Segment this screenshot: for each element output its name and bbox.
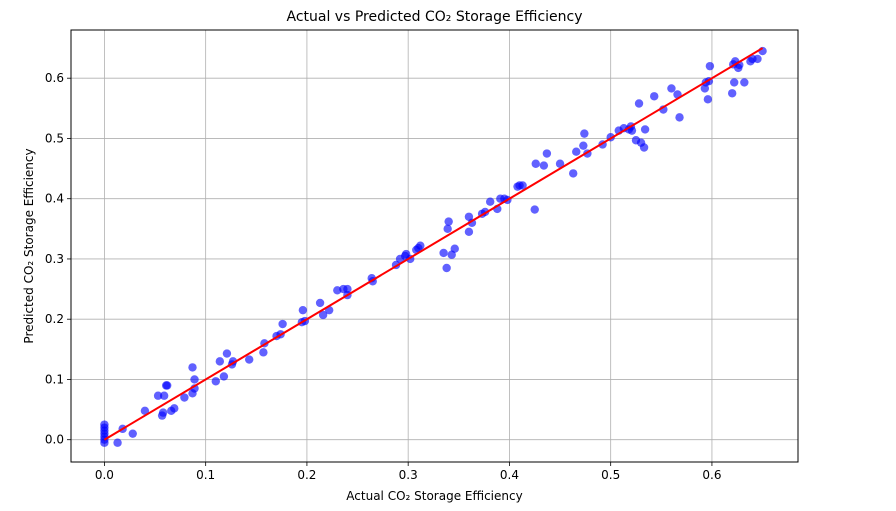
data-point	[298, 305, 308, 315]
data-point	[278, 319, 287, 329]
data-point	[439, 248, 448, 258]
data-point	[416, 241, 425, 250]
data-point	[162, 381, 172, 390]
data-point	[315, 298, 325, 308]
data-point	[518, 181, 527, 190]
y-tick-label: 0.5	[45, 131, 64, 145]
x-tick-label: 0.6	[702, 468, 721, 482]
data-point	[485, 197, 495, 206]
chart-title: Actual vs Predicted CO₂ Storage Efficien…	[286, 9, 582, 25]
data-point	[215, 357, 225, 366]
y-tick-label: 0.2	[45, 312, 64, 326]
data-point	[443, 224, 452, 234]
data-point	[259, 348, 268, 357]
y-tick-label: 0.3	[45, 252, 64, 266]
reference-line-path	[103, 47, 764, 441]
data-point	[579, 141, 588, 150]
data-point	[219, 372, 229, 381]
y-axis-label: Predicted CO₂ Storage Efficiency	[22, 148, 36, 343]
y-tick-label: 0.4	[45, 192, 64, 206]
reference-line	[103, 47, 764, 441]
data-point	[569, 169, 578, 178]
data-point	[675, 113, 684, 122]
data-point	[113, 438, 122, 447]
y-tick-label: 0.1	[45, 372, 64, 386]
data-points	[100, 46, 767, 447]
data-point	[170, 404, 179, 413]
y-tick-label: 0.6	[45, 71, 64, 85]
data-point	[539, 161, 549, 170]
data-point	[180, 393, 189, 402]
data-point	[555, 159, 565, 168]
x-tick-label: 0.1	[196, 468, 215, 482]
data-point	[100, 438, 109, 447]
data-point	[572, 147, 581, 156]
data-point	[128, 429, 137, 438]
data-point	[639, 143, 649, 152]
data-point	[444, 217, 453, 226]
data-point	[634, 99, 644, 108]
data-point	[190, 375, 199, 384]
x-axis-ticks: 0.0 0.1 0.2 0.3 0.4 0.5 0.6	[95, 462, 721, 482]
y-tick-label: 0.0	[45, 433, 64, 447]
data-point	[159, 391, 169, 400]
data-point	[140, 406, 150, 415]
data-point	[650, 92, 659, 101]
x-tick-label: 0.4	[500, 468, 519, 482]
x-tick-label: 0.2	[297, 468, 316, 482]
x-tick-label: 0.5	[601, 468, 620, 482]
data-point	[531, 159, 540, 168]
data-point	[740, 78, 749, 87]
data-point	[753, 54, 762, 64]
data-point	[188, 363, 197, 372]
data-point	[730, 78, 739, 87]
data-point	[450, 244, 459, 253]
data-point	[705, 61, 715, 71]
grid	[71, 30, 798, 462]
data-point	[580, 129, 589, 138]
data-point	[627, 126, 637, 135]
x-tick-label: 0.3	[399, 468, 418, 482]
data-point	[222, 349, 232, 358]
data-point	[703, 95, 713, 104]
data-point	[158, 408, 168, 417]
data-point	[245, 355, 254, 364]
data-point	[530, 205, 539, 214]
y-axis-ticks: 0.0 0.1 0.2 0.3 0.4 0.5 0.6	[45, 71, 71, 447]
data-point	[464, 227, 474, 237]
data-point	[542, 149, 552, 158]
data-point	[153, 391, 163, 400]
data-point	[640, 125, 650, 134]
x-axis-label: Actual CO₂ Storage Efficiency	[346, 489, 522, 503]
data-point	[211, 377, 220, 386]
data-point	[727, 89, 737, 98]
plot-frame	[70, 29, 799, 463]
x-tick-label: 0.0	[95, 468, 114, 482]
data-point	[667, 84, 676, 93]
data-point	[343, 284, 352, 294]
data-point	[442, 263, 451, 273]
data-point	[318, 310, 328, 320]
